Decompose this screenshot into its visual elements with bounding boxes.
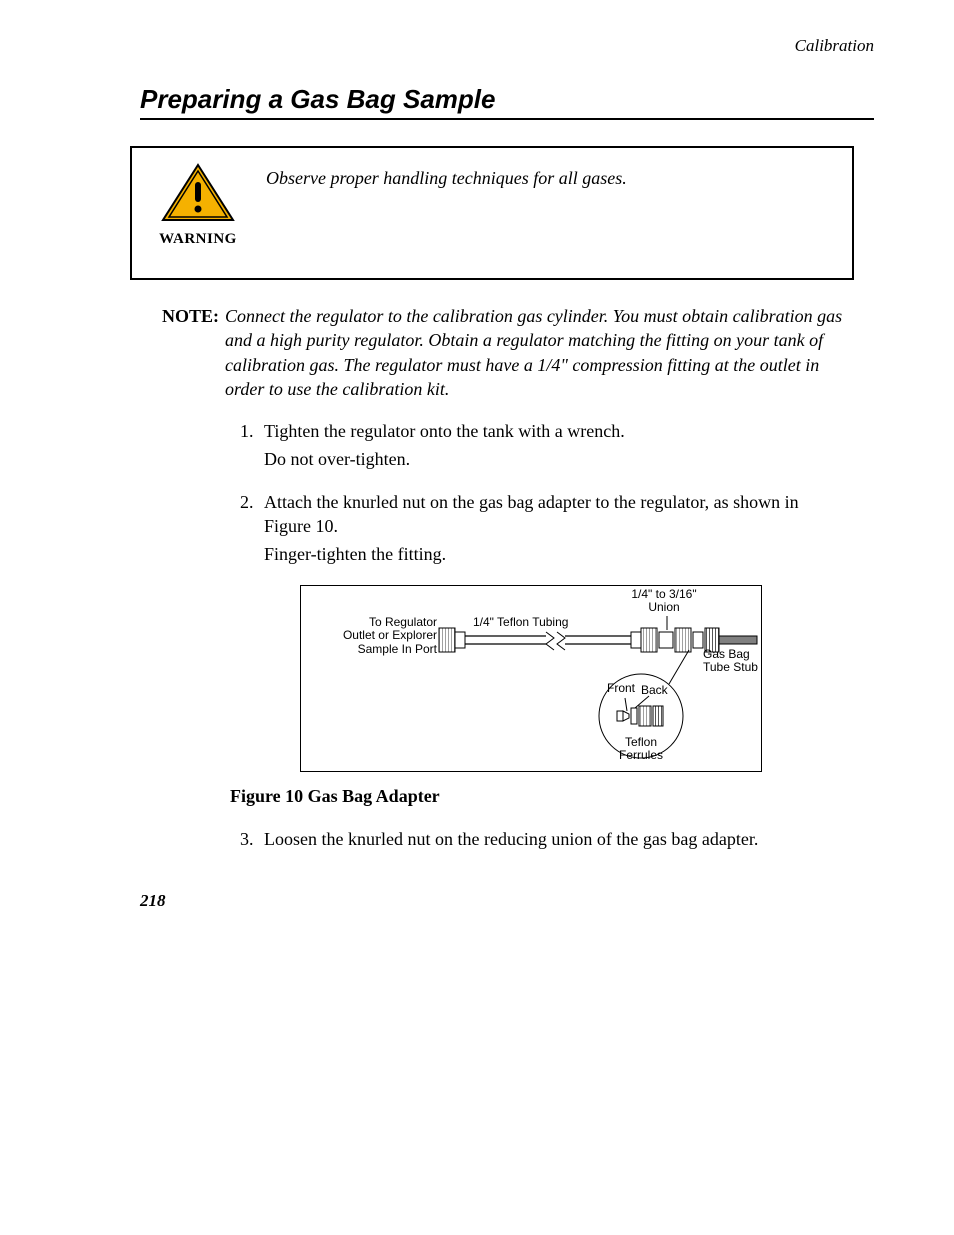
step-1: Tighten the regulator onto the tank with… bbox=[258, 419, 844, 472]
step-2: Attach the knurled nut on the gas bag ad… bbox=[258, 490, 844, 567]
step-list-cont: Loosen the knurled nut on the reducing u… bbox=[230, 827, 844, 851]
fig-label-regulator: To RegulatorOutlet or ExplorerSample In … bbox=[317, 616, 437, 657]
note-label: NOTE: bbox=[162, 304, 225, 401]
figure-diagram: 1/4" to 3/16"Union 1/4" Teflon Tubing To… bbox=[300, 585, 762, 772]
fig-label-tubing: 1/4" Teflon Tubing bbox=[473, 616, 568, 630]
page-title: Preparing a Gas Bag Sample bbox=[140, 84, 874, 120]
step-3: Loosen the knurled nut on the reducing u… bbox=[258, 827, 844, 851]
figure-block: 1/4" to 3/16"Union 1/4" Teflon Tubing To… bbox=[230, 585, 874, 807]
warning-triangle-icon bbox=[159, 162, 237, 224]
note-text: Connect the regulator to the calibration… bbox=[225, 304, 844, 401]
page: Calibration Preparing a Gas Bag Sample W… bbox=[0, 0, 954, 911]
warning-icon-block: WARNING bbox=[148, 162, 248, 248]
step-sub: Finger-tighten the fitting. bbox=[264, 542, 844, 566]
step-text: Attach the knurled nut on the gas bag ad… bbox=[264, 492, 799, 536]
note-block: NOTE: Connect the regulator to the calib… bbox=[162, 304, 844, 401]
fig-label-gasbag: Gas BagTube Stub bbox=[703, 648, 759, 676]
section-header: Calibration bbox=[80, 36, 874, 56]
fig-label-back: Back bbox=[641, 684, 668, 698]
warning-box: WARNING Observe proper handling techniqu… bbox=[130, 146, 854, 280]
fig-label-front: Front bbox=[607, 682, 635, 696]
warning-label: WARNING bbox=[148, 231, 248, 248]
fig-label-ferrules: TeflonFerrules bbox=[613, 736, 669, 764]
step-list: Tighten the regulator onto the tank with… bbox=[230, 419, 844, 566]
step-text: Tighten the regulator onto the tank with… bbox=[264, 421, 625, 441]
warning-text: Observe proper handling techniques for a… bbox=[248, 162, 627, 189]
figure-caption: Figure 10 Gas Bag Adapter bbox=[230, 786, 874, 807]
step-text: Loosen the knurled nut on the reducing u… bbox=[264, 829, 758, 849]
page-number: 218 bbox=[140, 891, 874, 911]
step-sub: Do not over-tighten. bbox=[264, 447, 844, 471]
fig-label-union: 1/4" to 3/16"Union bbox=[599, 588, 729, 616]
